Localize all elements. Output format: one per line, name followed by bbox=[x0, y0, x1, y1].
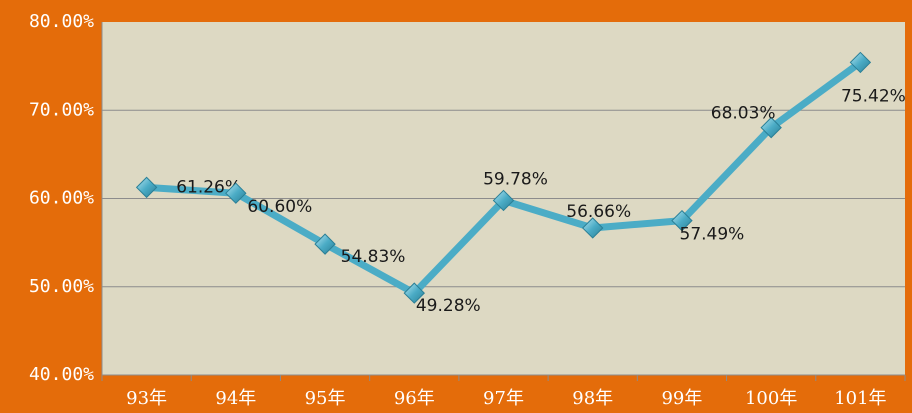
marker bbox=[403, 282, 425, 304]
data-label: 60.60% bbox=[247, 197, 312, 217]
y-tick-label: 50.00% bbox=[29, 276, 94, 297]
data-label: 61.26% bbox=[176, 177, 241, 197]
data-label: 59.78% bbox=[483, 169, 548, 189]
x-tick-label: 97年 bbox=[483, 388, 524, 409]
marker bbox=[760, 116, 782, 139]
x-tick-label: 95年 bbox=[305, 388, 346, 409]
data-label: 54.83% bbox=[341, 247, 406, 267]
x-tick-label: 96年 bbox=[394, 388, 435, 409]
data-label: 75.42% bbox=[841, 86, 906, 106]
data-label: 68.03% bbox=[711, 104, 776, 124]
marker bbox=[582, 217, 604, 239]
y-tick-label: 70.00% bbox=[29, 99, 94, 120]
x-tick-label: 98年 bbox=[572, 388, 613, 409]
data-label: 49.28% bbox=[416, 296, 481, 316]
marker bbox=[671, 209, 693, 232]
data-label: 56.66% bbox=[566, 202, 631, 222]
y-tick-label: 80.00% bbox=[29, 11, 94, 32]
marker bbox=[314, 233, 336, 255]
marker bbox=[492, 189, 515, 212]
marker bbox=[225, 182, 247, 204]
marker bbox=[849, 51, 872, 74]
x-tick-label: 101年 bbox=[834, 388, 886, 409]
x-tick-label: 94年 bbox=[215, 388, 256, 409]
y-tick-label: 40.00% bbox=[29, 364, 94, 385]
y-tick-label: 60.00% bbox=[29, 188, 94, 209]
marker bbox=[135, 176, 158, 199]
x-tick-label: 100年 bbox=[745, 388, 797, 409]
data-label: 57.49% bbox=[680, 225, 745, 245]
x-tick-label: 99年 bbox=[661, 388, 702, 409]
x-tick-label: 93年 bbox=[126, 388, 167, 409]
